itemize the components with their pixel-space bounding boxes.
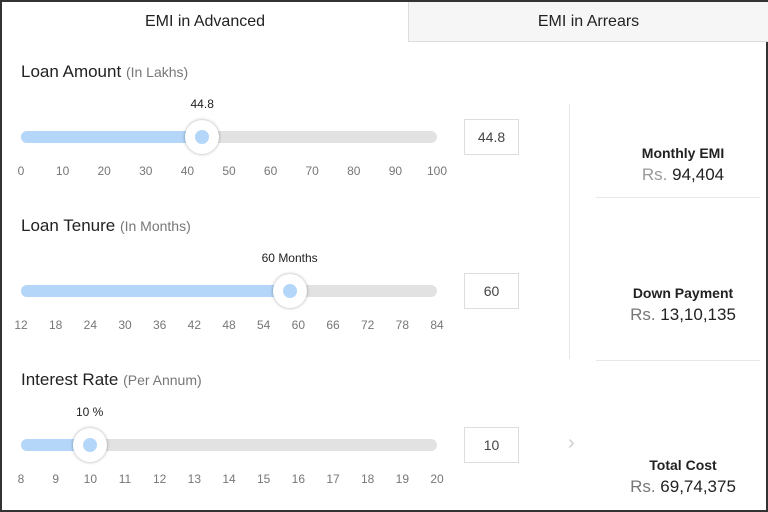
tick-label: 10	[55, 164, 70, 178]
result-value: 94,404	[672, 165, 725, 184]
tick-label: 20	[430, 472, 444, 486]
tick-label: 70	[305, 164, 319, 178]
tick-label: 66	[326, 318, 340, 332]
loan-tenure-value-label: 60 Months	[261, 251, 318, 265]
tick-label: 0	[17, 164, 25, 178]
tab-emi-in-arrears[interactable]: EMI in Arrears	[408, 2, 768, 42]
tick-label: 36	[152, 318, 167, 332]
slider-thumb[interactable]	[185, 120, 220, 154]
unit-text: (In Months)	[119, 218, 191, 234]
result-label: Monthly EMI	[641, 145, 725, 161]
tick-label: 80	[347, 164, 361, 178]
slider-fill	[21, 285, 290, 297]
loan-amount-value-label: 44.8	[190, 97, 214, 111]
tick-label: 100	[426, 164, 448, 178]
result-label: Total Cost	[649, 457, 717, 473]
tick-label: 18	[48, 318, 63, 332]
tick-label: 78	[395, 318, 410, 332]
title-text: Interest Rate	[21, 370, 119, 389]
loan-tenure-slider[interactable]	[21, 274, 437, 308]
title-text: Loan Amount	[21, 62, 122, 81]
tick-label: 60	[263, 164, 278, 178]
tick-label: 90	[388, 164, 403, 178]
loan-tenure-input[interactable]: 60	[464, 273, 519, 309]
tick-label: 20	[97, 164, 111, 178]
tick-label: 18	[360, 472, 375, 486]
unit-text: (In Lakhs)	[125, 64, 189, 80]
divider	[596, 360, 760, 361]
interest-rate-slider[interactable]	[21, 428, 437, 462]
tick-label: 10	[83, 472, 98, 486]
loan-amount-slider[interactable]	[21, 120, 437, 154]
tick-label: 84	[430, 318, 444, 332]
result-value: 69,74,375	[660, 477, 736, 496]
slider-thumb[interactable]	[72, 428, 107, 462]
tick-label: 12	[152, 472, 167, 486]
tick-label: 8	[17, 472, 25, 486]
slider-fill	[21, 131, 203, 143]
interest-rate-input[interactable]: 10	[464, 427, 519, 463]
title-text: Loan Tenure	[21, 216, 116, 235]
tick-label: 54	[256, 318, 271, 332]
tick-label: 15	[256, 472, 271, 486]
divider	[596, 197, 760, 198]
tick-label: 60	[291, 318, 306, 332]
tick-label: 11	[118, 472, 132, 486]
slider-fill	[21, 439, 90, 451]
interest-rate-ticks: 8 9 10 11 12 13 14 15 16 17 18 19 20	[17, 472, 444, 486]
tick-label: 12	[14, 318, 28, 332]
result-value: 13,10,135	[660, 305, 736, 324]
tick-label: 72	[360, 318, 375, 332]
tick-label: 30	[139, 164, 153, 178]
tick-label: 13	[187, 472, 202, 486]
divider	[569, 104, 570, 359]
tick-label: 50	[222, 164, 236, 178]
loan-tenure-title: Loan Tenure (In Months)	[21, 216, 191, 236]
chevron-right-icon[interactable]: ›	[568, 432, 575, 454]
tick-label: 17	[326, 472, 340, 486]
tick-label: 14	[222, 472, 236, 486]
loan-tenure-ticks: 12 18 24 30 36 42 48 54 60 66 72 78 84	[14, 318, 443, 332]
unit-text: (Per Annum)	[123, 372, 202, 388]
down-payment-result: Down Payment Rs. 13,10,135	[596, 285, 768, 325]
loan-amount-title: Loan Amount (In Lakhs)	[21, 62, 188, 82]
tick-label: 30	[118, 318, 132, 332]
tick-label: 24	[83, 318, 98, 332]
loan-amount-ticks: 0 10 20 30 40 50 60 70 80 90 100	[17, 164, 447, 178]
result-label: Down Payment	[632, 285, 734, 301]
loan-amount-input[interactable]: 44.8	[464, 119, 519, 155]
tick-label: 40	[180, 164, 195, 178]
interest-rate-title: Interest Rate (Per Annum)	[21, 370, 202, 390]
monthly-emi-result: Monthly EMI Rs. 94,404	[596, 145, 768, 185]
tick-label: 42	[187, 318, 202, 332]
currency: Rs.	[641, 165, 668, 184]
currency: Rs.	[630, 477, 656, 496]
total-cost-result: Total Cost Rs. 69,74,375	[596, 457, 768, 497]
interest-rate-value-label: 10 %	[75, 405, 104, 419]
tick-label: 9	[52, 472, 59, 486]
tick-label: 48	[222, 318, 236, 332]
currency: Rs.	[630, 305, 656, 324]
slider-thumb[interactable]	[272, 274, 307, 308]
tab-emi-in-advanced[interactable]: EMI in Advanced	[2, 2, 408, 42]
tick-label: 16	[291, 472, 306, 486]
tick-label: 19	[395, 472, 410, 486]
